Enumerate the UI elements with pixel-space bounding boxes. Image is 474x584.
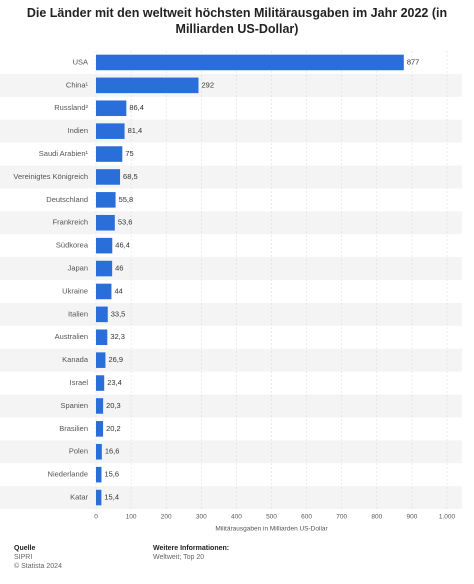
x-tick-label: 300 [196,514,207,521]
bar [96,329,108,346]
footer-info: Weitere Informationen: Weltweit; Top 20 [153,544,229,562]
value-label: 46 [115,264,123,273]
chart-title: Die Länder mit den weltweit höchsten Mil… [26,6,448,36]
y-tick-label: Deutschland [46,195,88,204]
row-band [0,440,462,464]
x-tick-label: 1.000 [439,514,456,521]
row-band [0,302,462,326]
bar [96,489,102,506]
bar [96,466,102,483]
bar [96,306,108,323]
bar [96,283,112,300]
value-label: 46,4 [115,241,130,250]
y-tick-label: Polen [69,447,88,456]
row-band [0,211,462,235]
row-band [0,348,462,372]
row-band [0,394,462,418]
bar [96,214,115,231]
y-tick-label: Japan [68,264,88,273]
value-label: 33,5 [111,309,126,318]
bar [96,398,104,414]
bar [96,443,102,460]
value-label: 23,4 [107,378,122,387]
y-tick-label: Katar [70,493,88,502]
value-label: 26,9 [108,355,123,364]
footer-source: Quelle SIPRI © Statista 2024 [14,544,62,571]
y-tick-label: Israel [70,378,89,387]
source: SIPRI [14,554,33,561]
info-label: Weitere Informationen: [153,545,230,552]
y-tick-label: Saudi Arabien¹ [39,149,89,158]
value-label: 16,6 [105,447,120,456]
info: Weltweit; Top 20 [153,554,205,561]
x-tick-label: 100 [126,514,137,521]
bar [96,146,123,162]
x-tick-label: 600 [301,514,312,521]
y-tick-label: Südkorea [56,241,89,250]
bar [96,352,106,368]
value-label: 15,4 [104,493,119,502]
value-label: 75 [125,149,133,158]
x-tick-label: 400 [231,514,242,521]
y-tick-label: Italien [68,309,88,318]
bar [96,123,125,139]
bar [96,100,127,117]
x-tick-label: 500 [266,514,277,521]
value-label: 86,4 [129,103,144,112]
bar [96,260,113,277]
copyright: © Statista 2024 [14,563,62,570]
y-tick-label: Russland² [54,103,88,112]
y-tick-label: Ukraine [62,286,88,295]
y-tick-label: Indien [68,126,88,135]
bar [96,77,199,94]
x-tick-label: 900 [406,514,417,521]
y-tick-label: USA [73,57,88,66]
value-label: 877 [407,57,420,66]
bar [96,237,113,254]
x-axis-label: Militärausgaben in Milliarden US-Dollar [215,526,328,533]
bar [96,192,116,208]
row-band [0,486,462,509]
value-label: 15,6 [104,470,119,479]
value-label: 32,3 [110,332,125,341]
x-tick-label: 0 [94,514,98,521]
value-label: 53,6 [118,218,133,227]
value-label: 55,8 [119,195,134,204]
bar [96,375,105,391]
y-tick-label: Kanada [62,355,89,364]
value-label: 292 [201,80,214,89]
value-label: 20,3 [106,401,121,410]
y-tick-label: Spanien [60,401,88,410]
bar [96,169,121,185]
bar [96,54,404,71]
value-label: 44 [114,286,122,295]
value-label: 68,5 [123,172,138,181]
y-tick-label: Brasilien [59,424,88,433]
y-tick-label: China¹ [66,80,89,89]
bar [96,421,104,437]
y-tick-label: Frankreich [53,218,88,227]
x-tick-label: 700 [336,514,347,521]
x-tick-label: 200 [161,514,172,521]
value-label: 20,2 [106,424,121,433]
y-tick-label: Vereinigtes Königreich [13,172,88,181]
x-tick-label: 800 [371,514,382,521]
value-label: 81,4 [128,126,143,135]
y-tick-label: Niederlande [48,470,88,479]
source-label: Quelle [14,545,36,552]
row-band [0,257,462,280]
y-tick-label: Australien [55,332,88,341]
